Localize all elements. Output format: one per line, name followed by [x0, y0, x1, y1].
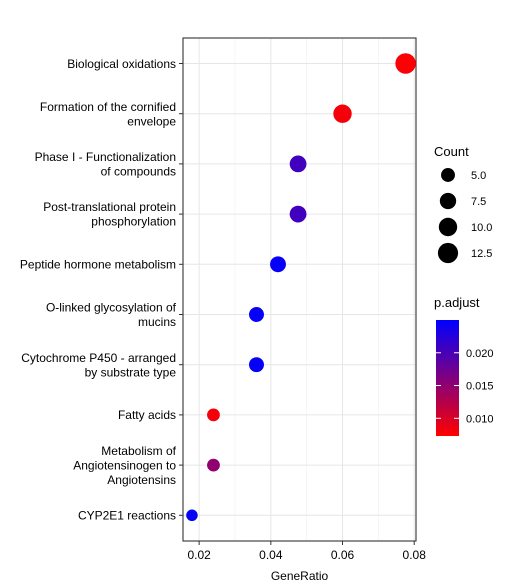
count-legend-title: Count [434, 144, 469, 159]
data-point [249, 307, 264, 322]
p-adjust-legend-title: p.adjust [434, 295, 480, 310]
count-legend-key [437, 242, 459, 264]
y-tick: Post-translational protein phosphorylatio… [43, 200, 183, 229]
count-legend-key [441, 168, 455, 182]
data-point [270, 256, 286, 273]
y-tick: Metabolism of Angiotensinogen to Angiotens… [73, 444, 183, 487]
data-point [186, 509, 198, 522]
p-adjust-legend-label: 0.010 [466, 413, 494, 425]
data-point [395, 53, 416, 74]
data-point [207, 408, 220, 422]
plot-panel-border [182, 37, 417, 542]
y-tick-label: Peptide hormone metabolism [20, 258, 176, 272]
p-adjust-legend-label: 0.020 [466, 348, 494, 360]
count-legend-label: 12.5 [471, 248, 492, 260]
data-point [289, 205, 307, 223]
data-point [289, 155, 307, 173]
y-tick: Biological oxidations [67, 57, 183, 71]
y-tick: Formation of the cornified envelope [40, 100, 183, 129]
y-tick: Phase I - Functionalization of compounds [35, 150, 183, 179]
y-tick-label: Fatty acids [118, 408, 176, 422]
y-tick-label: Post-translational protein phosphorylatio… [43, 200, 176, 229]
data-point [249, 357, 264, 373]
y-tick-label: Phase I - Functionalization of compounds [35, 150, 176, 179]
x-axis: 0.02 0.04 0.06 0.08 [187, 541, 426, 562]
x-tick-label: 0.02 [187, 548, 211, 562]
p-adjust-legend-label: 0.015 [466, 381, 494, 393]
count-legend-key [438, 217, 458, 237]
y-axis-labels: Biological oxidations Formation of the co… [20, 57, 183, 523]
y-tick-label: O-linked glycosylation of mucins [46, 301, 177, 330]
x-tick-label: 0.04 [259, 548, 283, 562]
data-point [333, 104, 352, 123]
count-legend-label: 5.0 [471, 170, 486, 182]
count-legend-label: 7.5 [471, 196, 486, 208]
data-points [186, 53, 416, 522]
y-tick-label: CYP2E1 reactions [78, 509, 176, 523]
y-tick: Cytochrome P450 - arranged by substrate t… [21, 351, 183, 380]
y-tick: O-linked glycosylation of mucins [46, 301, 183, 330]
y-tick: CYP2E1 reactions [78, 509, 183, 523]
count-legend-key [439, 192, 457, 210]
x-axis-title: GeneRatio [271, 569, 329, 583]
y-tick: Fatty acids [118, 408, 183, 422]
y-tick: Peptide hormone metabolism [20, 258, 183, 272]
count-legend-label: 10.0 [471, 222, 492, 234]
y-tick-label: Metabolism of Angiotensinogen to Angiotens… [73, 444, 176, 487]
x-tick-label: 0.06 [331, 548, 355, 562]
data-point [207, 458, 220, 472]
p-adjust-colorbar [436, 320, 459, 436]
p-adjust-legend: p.adjust 0.020 0.015 0.010 [434, 295, 494, 436]
y-tick-label: Formation of the cornified envelope [40, 100, 176, 129]
y-tick-label: Cytochrome P450 - arranged by substrate t… [21, 351, 176, 380]
y-tick-label: Biological oxidations [67, 57, 176, 71]
x-tick-label: 0.08 [403, 548, 427, 562]
